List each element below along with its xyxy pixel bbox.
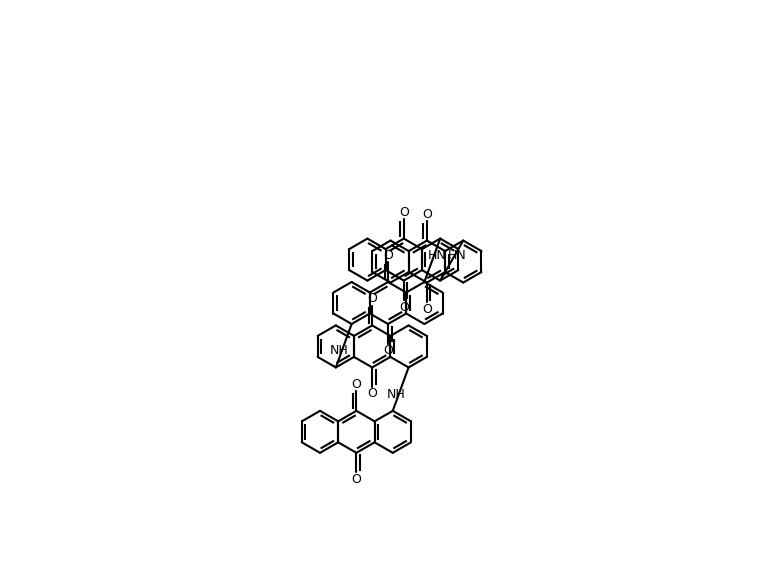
Text: O: O [383,344,393,357]
Text: O: O [383,249,393,262]
Text: O: O [422,207,432,220]
Text: O: O [399,206,408,219]
Text: HN: HN [428,249,447,262]
Text: O: O [352,473,361,486]
Text: NH: NH [387,387,405,400]
Text: O: O [367,293,377,306]
Text: O: O [422,303,432,316]
Text: O: O [367,387,377,400]
Text: O: O [352,378,361,391]
Text: HN: HN [447,249,466,262]
Text: O: O [399,300,408,314]
Text: NH: NH [329,344,348,357]
